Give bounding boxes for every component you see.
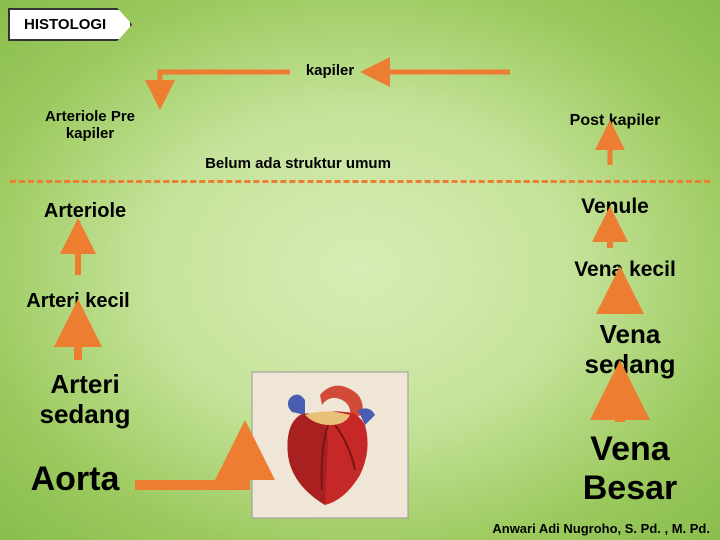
footer-credit: Anwari Adi Nugroho, S. Pd. , M. Pd. xyxy=(492,521,710,536)
label-vena-sedang: Vena sedang xyxy=(565,320,695,380)
label-venule: Venule xyxy=(560,195,670,219)
dashed-separator xyxy=(10,180,710,183)
label-arteri-sedang: Arteri sedang xyxy=(20,370,150,430)
label-arteriole-pre: Arteriole Pre kapiler xyxy=(25,108,155,143)
label-arteri-kecil: Arteri kecil xyxy=(8,290,148,313)
label-vena-kecil: Vena kecil xyxy=(555,258,695,282)
heart-illustration xyxy=(250,370,410,520)
histologi-badge: HISTOLOGI xyxy=(8,8,132,41)
label-aorta: Aorta xyxy=(10,460,140,499)
label-arteriole: Arteriole xyxy=(25,200,145,223)
label-belum: Belum ada struktur umum xyxy=(178,155,418,172)
label-post-kapiler: Post kapiler xyxy=(545,112,685,130)
label-kapiler: kapiler xyxy=(300,62,360,79)
label-vena-besar: Vena Besar xyxy=(560,430,700,508)
